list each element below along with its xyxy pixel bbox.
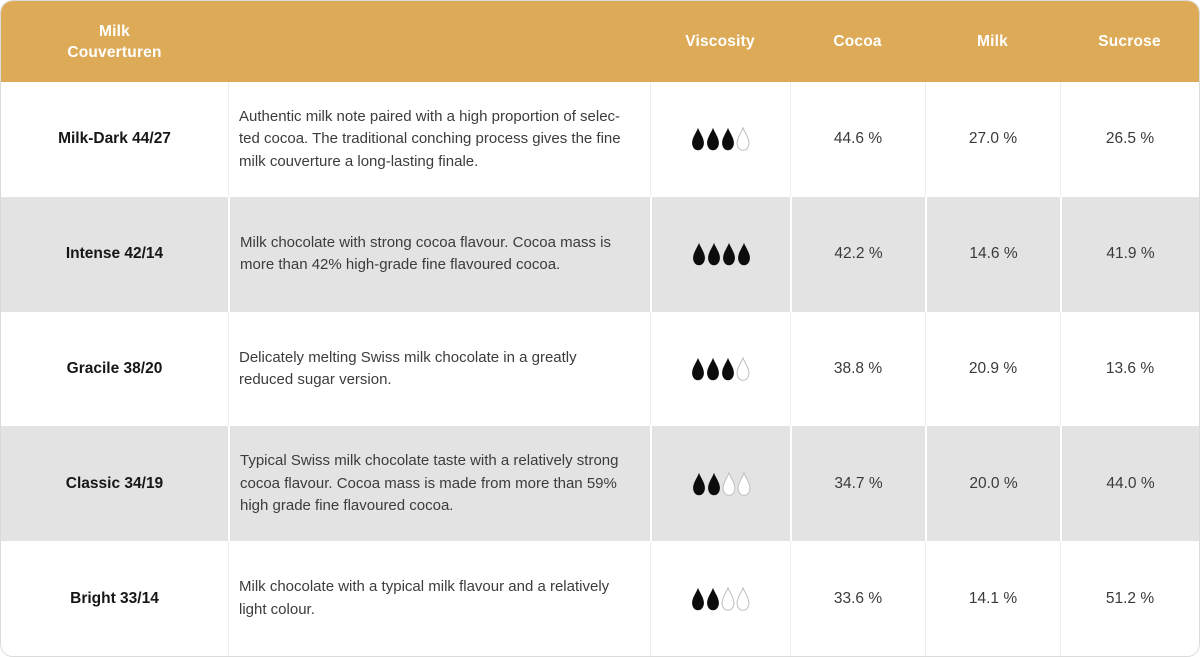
product-description: Milk chocolate with a typical milk flavo… bbox=[239, 576, 609, 621]
viscosity-drop-filled-icon bbox=[692, 357, 704, 381]
viscosity-rating bbox=[691, 356, 751, 381]
column-header-sucrose: Sucrose bbox=[1098, 33, 1161, 50]
description-line: Milk chocolate with a typical milk flavo… bbox=[239, 578, 610, 596]
viscosity-drop-filled-icon bbox=[722, 242, 735, 266]
cocoa-value: 38.8 % bbox=[790, 311, 925, 427]
viscosity-rating bbox=[691, 471, 751, 496]
product-description: Delicately melting Swiss milk chocolate … bbox=[239, 347, 577, 392]
product-description: Typical Swiss milk chocolate taste with … bbox=[240, 450, 618, 517]
sucrose-value: 26.5 % bbox=[1060, 82, 1199, 197]
table-row: Classic 34/19 Typical Swiss milk chocola… bbox=[1, 426, 1199, 542]
milk-value: 14.1 % bbox=[925, 541, 1060, 656]
cocoa-value: 34.7 % bbox=[790, 426, 925, 542]
product-description-cell: Milk chocolate with a typical milk flavo… bbox=[228, 541, 650, 656]
sucrose-value: 44.0 % bbox=[1060, 426, 1199, 542]
product-description-cell: Authentic milk note paired with a high p… bbox=[228, 82, 650, 197]
viscosity-drop-filled-icon bbox=[707, 242, 720, 266]
cocoa-value: 44.6 % bbox=[790, 82, 925, 197]
column-header-viscosity: Viscosity bbox=[685, 33, 755, 50]
product-name: Gracile 38/20 bbox=[1, 311, 228, 427]
header-title-line1: Milk bbox=[99, 22, 130, 40]
viscosity-drop-empty-icon bbox=[737, 471, 750, 496]
table-row: Bright 33/14 Milk chocolate with a typic… bbox=[1, 541, 1199, 656]
description-line: Typical Swiss milk chocolate taste with … bbox=[240, 452, 619, 470]
table-body: Milk-Dark 44/27 Authentic milk note pair… bbox=[1, 82, 1199, 656]
sucrose-value: 13.6 % bbox=[1060, 311, 1199, 427]
viscosity-drop-filled-icon bbox=[692, 128, 704, 151]
viscosity-cell bbox=[650, 426, 790, 542]
product-description-cell: Typical Swiss milk chocolate taste with … bbox=[228, 426, 650, 542]
header-title-line2: Couverturen bbox=[67, 43, 162, 61]
product-description: Authentic milk note paired with a high p… bbox=[239, 106, 621, 173]
description-line: cocoa flavour. Cocoa mass is made from m… bbox=[240, 474, 617, 492]
column-header-milk: Milk bbox=[977, 33, 1008, 50]
table-row: Milk-Dark 44/27 Authentic milk note pair… bbox=[1, 82, 1199, 197]
viscosity-cell bbox=[650, 82, 790, 197]
description-line: reduced sugar version. bbox=[239, 370, 392, 388]
milk-value: 27.0 % bbox=[925, 82, 1060, 197]
milk-value: 14.6 % bbox=[925, 196, 1060, 312]
description-line: ted cocoa. The traditional conching proc… bbox=[239, 130, 621, 148]
viscosity-drop-empty-icon bbox=[722, 471, 735, 496]
viscosity-drop-filled-icon bbox=[707, 472, 720, 496]
viscosity-rating bbox=[691, 586, 751, 611]
viscosity-cell bbox=[650, 311, 790, 427]
viscosity-drop-filled-icon bbox=[692, 242, 705, 266]
column-header-description-spacer bbox=[228, 1, 650, 82]
viscosity-drop-filled-icon bbox=[707, 357, 719, 381]
viscosity-rating bbox=[691, 127, 751, 152]
sucrose-value: 41.9 % bbox=[1060, 196, 1199, 312]
column-header-cocoa: Cocoa bbox=[833, 33, 882, 50]
description-line: light colour. bbox=[239, 600, 315, 618]
viscosity-cell bbox=[650, 196, 790, 312]
viscosity-drop-filled-icon bbox=[722, 357, 734, 381]
viscosity-drop-filled-icon bbox=[692, 587, 704, 610]
viscosity-drop-filled-icon bbox=[707, 128, 719, 151]
description-line: milk couverture a long-lasting finale. bbox=[239, 152, 479, 170]
viscosity-drop-empty-icon bbox=[736, 356, 750, 381]
viscosity-rating bbox=[691, 242, 751, 266]
description-line: high grade fine flavoured cocoa. bbox=[240, 496, 454, 514]
description-line: Milk chocolate with strong cocoa flavour… bbox=[240, 233, 611, 251]
product-name: Classic 34/19 bbox=[1, 426, 228, 542]
table-row: Intense 42/14 Milk chocolate with strong… bbox=[1, 196, 1199, 312]
sucrose-value: 51.2 % bbox=[1060, 541, 1199, 656]
description-line: more than 42% high-grade fine flavoured … bbox=[240, 256, 561, 274]
description-line: Authentic milk note paired with a high p… bbox=[239, 107, 621, 125]
viscosity-drop-filled-icon bbox=[737, 242, 750, 266]
viscosity-drop-empty-icon bbox=[721, 586, 735, 611]
table-header: Milk Couverturen Viscosity Cocoa Milk Su… bbox=[1, 1, 1199, 82]
product-description: Milk chocolate with strong cocoa flavour… bbox=[240, 232, 611, 277]
table-row: Gracile 38/20 Delicately melting Swiss m… bbox=[1, 311, 1199, 427]
viscosity-drop-empty-icon bbox=[736, 127, 750, 152]
product-name: Milk-Dark 44/27 bbox=[1, 82, 228, 197]
description-line: Delicately melting Swiss milk chocolate … bbox=[239, 348, 577, 366]
viscosity-drop-filled-icon bbox=[722, 128, 734, 151]
viscosity-drop-empty-icon bbox=[736, 586, 750, 611]
milk-value: 20.9 % bbox=[925, 311, 1060, 427]
viscosity-cell bbox=[650, 541, 790, 656]
viscosity-drop-filled-icon bbox=[707, 587, 719, 610]
product-name: Bright 33/14 bbox=[1, 541, 228, 656]
product-description-cell: Milk chocolate with strong cocoa flavour… bbox=[228, 196, 650, 312]
cocoa-value: 33.6 % bbox=[790, 541, 925, 656]
product-description-cell: Delicately melting Swiss milk chocolate … bbox=[228, 311, 650, 427]
product-name: Intense 42/14 bbox=[1, 196, 228, 312]
column-header-milk-couverturen: Milk Couverturen bbox=[1, 1, 228, 82]
cocoa-value: 42.2 % bbox=[790, 196, 925, 312]
milk-value: 20.0 % bbox=[925, 426, 1060, 542]
viscosity-drop-filled-icon bbox=[692, 472, 705, 496]
